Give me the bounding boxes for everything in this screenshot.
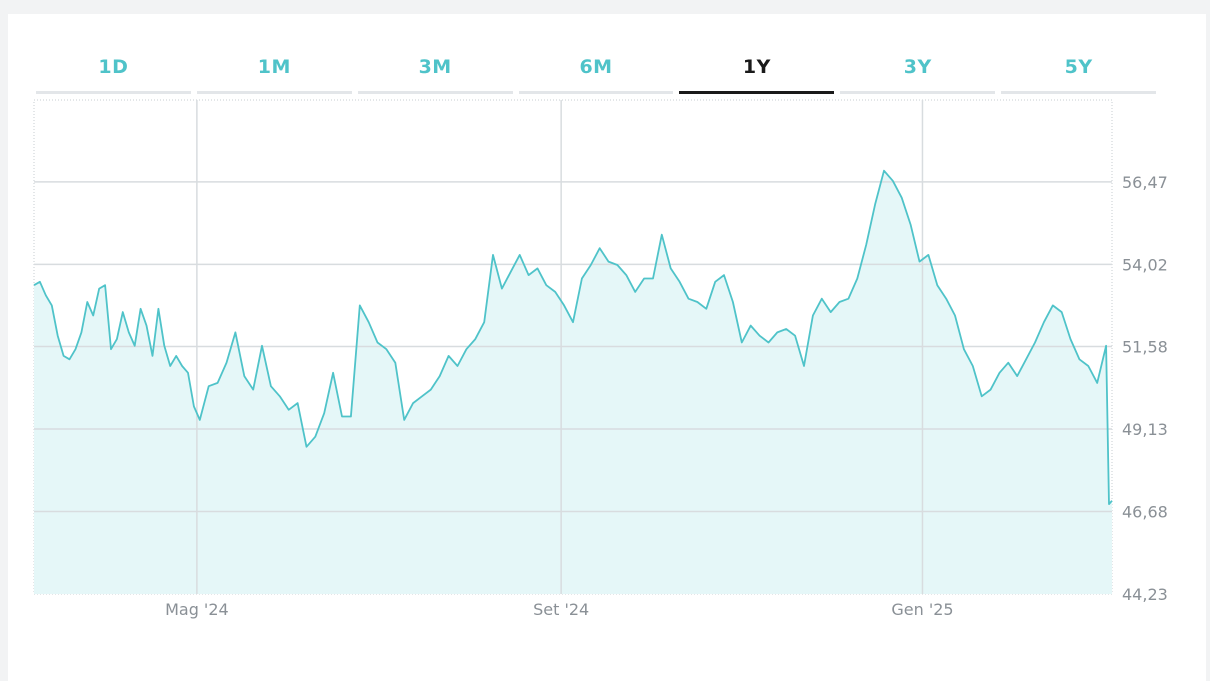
tab-1d[interactable]: 1D bbox=[36, 52, 191, 94]
y-tick-label: 44,23 bbox=[1122, 585, 1168, 604]
tab-label: 3M bbox=[418, 56, 452, 78]
tab-label: 5Y bbox=[1064, 56, 1093, 78]
tab-underline bbox=[36, 91, 191, 94]
tab-label: 3Y bbox=[903, 56, 932, 78]
x-tick-label: Set '24 bbox=[533, 600, 589, 619]
tab-3m[interactable]: 3M bbox=[357, 52, 513, 94]
tab-label: 1Y bbox=[742, 56, 771, 78]
series-area bbox=[34, 170, 1112, 594]
y-tick-label: 51,58 bbox=[1122, 337, 1168, 356]
x-tick-label: Gen '25 bbox=[891, 600, 953, 619]
tab-underline bbox=[357, 91, 513, 94]
tab-label: 1D bbox=[98, 56, 129, 78]
tab-underline bbox=[1001, 91, 1157, 94]
tab-3y[interactable]: 3Y bbox=[840, 52, 996, 94]
tab-underline bbox=[518, 91, 674, 94]
y-tick-label: 49,13 bbox=[1122, 420, 1168, 439]
tab-underline bbox=[679, 91, 835, 94]
tab-label: 6M bbox=[579, 56, 613, 78]
tab-label: 1M bbox=[257, 56, 291, 78]
tab-underline bbox=[840, 91, 996, 94]
tab-1m[interactable]: 1M bbox=[196, 52, 352, 94]
tab-5y[interactable]: 5Y bbox=[1001, 52, 1157, 94]
x-tick-label: Mag '24 bbox=[165, 600, 229, 619]
y-tick-label: 54,02 bbox=[1122, 255, 1168, 274]
tab-6m[interactable]: 6M bbox=[518, 52, 674, 94]
tab-underline bbox=[196, 91, 352, 94]
timeframe-tabs: 1D 1M 3M 6M 1Y 3Y 5Y bbox=[36, 52, 1157, 94]
tab-1y[interactable]: 1Y bbox=[679, 52, 835, 94]
y-tick-label: 46,68 bbox=[1122, 502, 1168, 521]
y-tick-label: 56,47 bbox=[1122, 173, 1168, 192]
series-line bbox=[33, 169, 1113, 505]
